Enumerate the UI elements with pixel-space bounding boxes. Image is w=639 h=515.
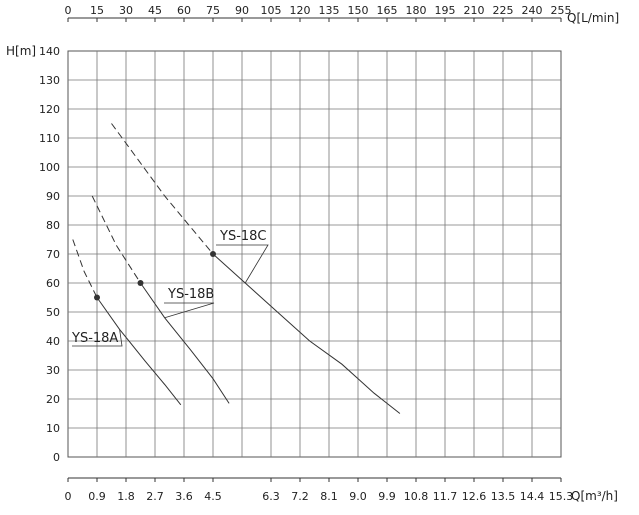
top-axis-tick-label: 150 [348,4,369,17]
bottom-axis-tick-label: 7.2 [291,490,309,503]
curves: YS-18A YS-18B YS-18C [71,123,401,414]
curve-dashed-segment [72,239,98,298]
y-axis-tick-label: 140 [39,45,60,58]
top-x-axis: 0 15 30 45 60 75 90 105 120 135 150 165 180 195 210 225… [65,4,572,22]
bottom-x-axis-title: Q[m³/h] [571,489,618,503]
top-axis-tick-label: 30 [119,4,133,17]
top-axis-tick-label: 75 [206,4,220,17]
rated-point-marker [137,280,144,286]
curve-ys-18b: YS-18B [91,195,230,404]
top-axis-tick-label: 210 [464,4,485,17]
rated-point-marker [94,294,100,301]
y-axis-tick-label: 130 [39,74,60,87]
top-axis-tick-label: 120 [290,4,311,17]
y-axis-tick-label: 10 [46,422,60,435]
top-axis-tick-label: 60 [177,4,191,17]
y-axis-tick-label: 0 [53,451,60,464]
curve-label: YS-18B [167,287,214,302]
y-axis-tick-label: 60 [46,277,60,290]
grid [67,50,562,458]
curve-label: YS-18A [71,331,118,346]
curve-label-leader [216,244,269,284]
top-axis-tick-label: 105 [261,4,282,17]
top-axis-tick-label: 135 [319,4,340,17]
bottom-axis-tick-label: 15.3 [549,490,574,503]
bottom-axis-tick-label: 9.9 [378,490,396,503]
bottom-axis-tick-label: 4.5 [204,490,222,503]
bottom-axis-tick-label: 2.7 [146,490,164,503]
y-axis-title: H[m] [6,44,36,58]
top-axis-tick-label: 0 [65,4,72,17]
y-axis-tick-label: 30 [46,364,60,377]
y-axis-tick-label: 120 [39,103,60,116]
curve-label-leader [72,329,123,347]
y-axis-tick-label: 110 [39,132,60,145]
curve-ys-18a: YS-18A [71,239,182,406]
bottom-axis-tick-label: 10.8 [404,490,429,503]
curve-solid-segment [212,253,401,414]
bottom-axis-tick-label: 13.5 [491,490,516,503]
y-axis-tick-label: 20 [46,393,60,406]
top-x-axis-title: Q[L/min] [567,11,619,25]
curve-dashed-segment [91,195,141,284]
y-axis-tick-label: 90 [46,190,60,203]
curve-dashed-segment [111,123,214,255]
y-axis-tick-label: 40 [46,335,60,348]
bottom-axis-tick-label: 0 [65,490,72,503]
curve-solid-segment [96,297,182,406]
top-axis-tick-label: 225 [493,4,514,17]
curve-label: YS-18C [219,229,267,244]
bottom-axis-tick-label: 3.6 [175,490,193,503]
y-axis-tick-label: 80 [46,219,60,232]
bottom-axis-tick-label: 12.6 [462,490,487,503]
top-axis-tick-label: 90 [235,4,249,17]
bottom-axis-tick-label: 1.8 [117,490,135,503]
curve-solid-segment [140,282,230,404]
rated-point-marker [210,251,216,257]
bottom-axis-tick-label: 8.1 [320,490,338,503]
bottom-axis-tick-label: 9.0 [349,490,367,503]
top-axis-tick-label: 195 [435,4,456,17]
bottom-x-axis: 0 0.9 1.8 2.7 3.6 4.5 6.3 7.2 8.1 9.0 9.9 10.8 11.7 1… [65,477,574,503]
y-axis-tick-label: 50 [46,306,60,319]
y-axis: 0 10 20 30 40 50 60 70 80 90 100 110 120 130 140 [39,45,60,464]
top-axis-tick-label: 45 [148,4,162,17]
curve-ys-18c: YS-18C [111,123,401,414]
y-axis-tick-label: 70 [46,248,60,261]
top-axis-tick-label: 15 [90,4,104,17]
curve-label-leader [164,302,215,319]
top-axis-tick-label: 165 [377,4,398,17]
bottom-axis-tick-label: 14.4 [520,490,545,503]
bottom-axis-tick-label: 6.3 [262,490,280,503]
bottom-axis-tick-label: 0.9 [88,490,106,503]
top-axis-tick-label: 240 [522,4,543,17]
y-axis-tick-label: 100 [39,161,60,174]
top-axis-tick-label: 255 [551,4,572,17]
top-axis-tick-label: 180 [406,4,427,17]
bottom-axis-tick-label: 11.7 [433,490,458,503]
